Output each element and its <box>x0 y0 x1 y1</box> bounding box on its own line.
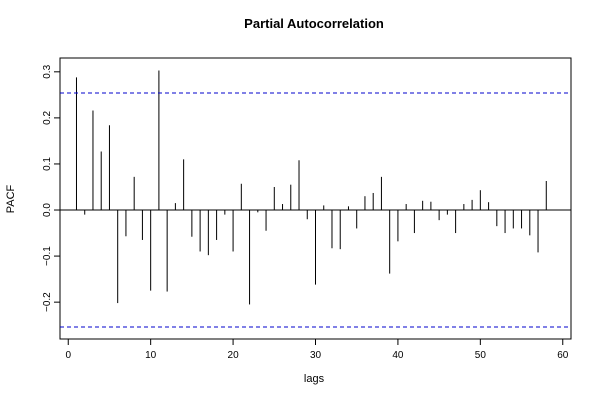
y-tick-label-5: 0.3 <box>42 64 53 78</box>
x-tick-label-40: 40 <box>392 350 404 361</box>
x-axis: 0 10 20 30 40 50 60 <box>65 339 569 361</box>
x-tick-label-50: 50 <box>475 350 487 361</box>
y-axis-label: PACF <box>5 184 17 213</box>
plot-frame <box>59 57 572 340</box>
y-tick-label-4: 0.2 <box>42 110 53 124</box>
confidence-bands <box>60 92 571 328</box>
bars-group <box>75 70 547 305</box>
x-tick-label-10: 10 <box>145 350 157 361</box>
y-tick-label-2: 0.0 <box>42 203 53 217</box>
x-tick-label-20: 20 <box>228 350 240 361</box>
x-tick-label-60: 60 <box>557 350 569 361</box>
y-tick-label-0: −0.2 <box>42 292 53 312</box>
y-tick-label-1: −0.1 <box>42 246 53 266</box>
x-tick-label-30: 30 <box>310 350 322 361</box>
chart-title: Partial Autocorrelation <box>244 16 384 31</box>
x-tick-label-0: 0 <box>65 350 71 361</box>
x-axis-label: lags <box>304 373 325 385</box>
y-axis: −0.2 −0.1 0.0 0.1 0.2 0.3 <box>42 64 60 312</box>
y-tick-label-3: 0.1 <box>42 157 53 171</box>
